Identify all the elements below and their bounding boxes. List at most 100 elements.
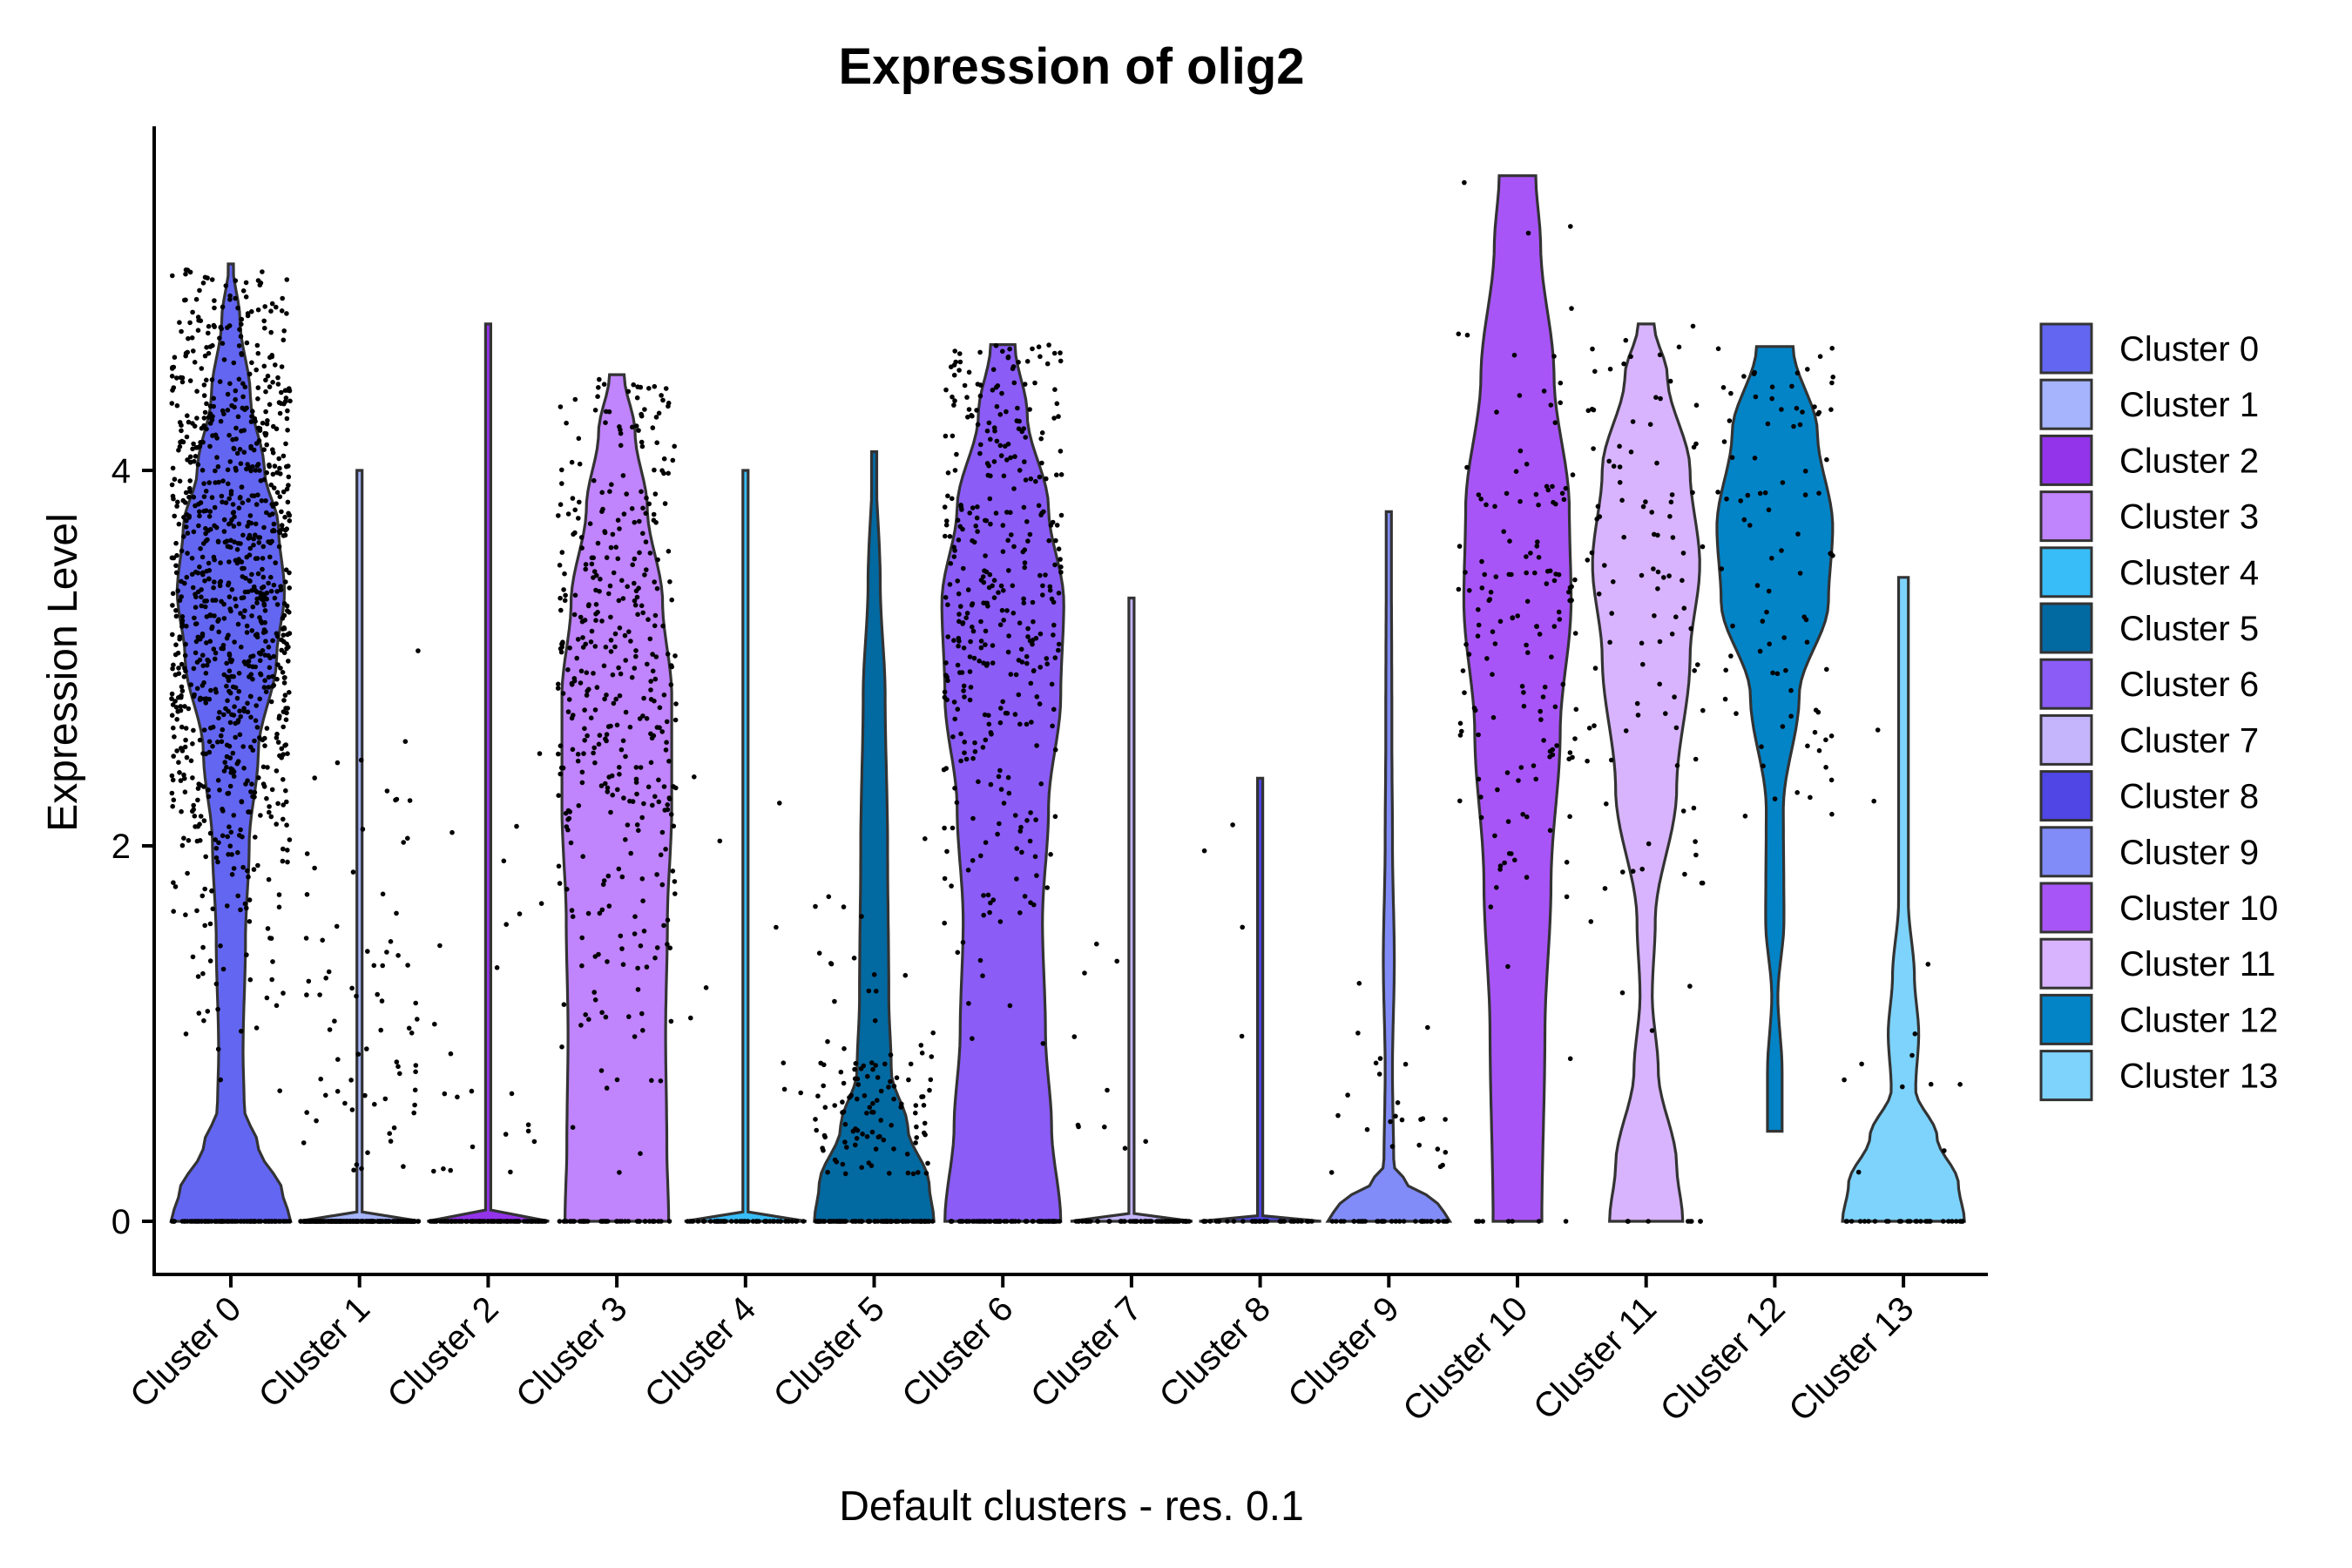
data-point: [583, 562, 589, 567]
data-point: [995, 383, 1001, 389]
data-point: [1050, 723, 1055, 729]
data-point: [1567, 598, 1572, 604]
data-point: [556, 751, 561, 757]
data-point: [206, 568, 213, 573]
data-point: [579, 780, 585, 786]
data-point: [974, 515, 980, 521]
data-point: [538, 901, 544, 906]
violin-cluster-3: [560, 373, 673, 1223]
data-point: [171, 385, 177, 390]
data-point: [875, 1075, 881, 1080]
data-point: [1041, 1219, 1046, 1224]
data-point: [582, 707, 587, 713]
data-point: [585, 688, 590, 694]
data-point: [1558, 380, 1564, 386]
data-point: [1918, 1219, 1923, 1224]
data-point: [578, 614, 584, 620]
data-point: [230, 436, 235, 443]
data-point: [179, 693, 184, 699]
data-point: [1720, 385, 1727, 390]
data-point: [570, 1125, 576, 1130]
data-point: [559, 1044, 564, 1050]
data-point: [1698, 1219, 1703, 1224]
data-point: [223, 500, 229, 505]
x-axis-ticks: Cluster 0 Cluster 1 Cluster 2 Cluster 3 Clus…: [123, 1274, 1921, 1429]
data-point: [1757, 490, 1763, 497]
data-point: [652, 467, 657, 473]
data-point: [260, 781, 267, 787]
data-point: [962, 750, 967, 755]
data-point: [280, 295, 286, 301]
data-point: [1690, 490, 1695, 496]
data-point: [956, 643, 961, 649]
data-point: [1071, 1034, 1078, 1039]
data-point: [832, 1219, 837, 1224]
data-point: [189, 556, 195, 561]
data-point: [234, 547, 240, 552]
data-point: [1479, 585, 1485, 591]
data-point: [618, 430, 624, 436]
data-point: [1114, 958, 1119, 964]
data-point: [1364, 1126, 1370, 1132]
data-point: [263, 389, 268, 395]
data-point: [1045, 1219, 1051, 1224]
data-point: [268, 814, 274, 820]
data-point: [206, 350, 212, 356]
data-point: [1757, 648, 1763, 654]
data-point: [608, 649, 614, 654]
data-point: [270, 638, 275, 644]
data-point: [215, 778, 221, 783]
data-point: [260, 269, 265, 274]
violin-cluster-5: [813, 449, 936, 1223]
data-point: [193, 454, 199, 459]
data-point: [191, 802, 196, 808]
data-point: [1024, 818, 1030, 823]
data-point: [827, 1219, 832, 1224]
data-point: [970, 858, 976, 863]
data-point: [262, 325, 267, 331]
data-point: [304, 851, 310, 856]
data-point: [1604, 801, 1609, 807]
data-point: [253, 718, 259, 723]
data-point: [1896, 1219, 1903, 1224]
data-point: [1001, 801, 1007, 806]
data-point: [229, 852, 234, 857]
data-point: [251, 536, 257, 542]
data-point: [990, 897, 997, 902]
data-point: [620, 473, 626, 478]
data-point: [619, 578, 625, 584]
data-point: [196, 1010, 202, 1016]
data-point: [1291, 1219, 1297, 1224]
data-point: [1548, 402, 1554, 408]
data-point: [1018, 824, 1024, 830]
data-point: [1016, 360, 1021, 365]
data-point: [197, 509, 202, 515]
data-point: [1040, 1041, 1046, 1046]
data-point: [208, 687, 213, 693]
data-point: [1607, 366, 1613, 372]
data-point: [220, 478, 226, 483]
data-point: [1791, 423, 1796, 429]
data-point: [592, 408, 598, 413]
data-point: [1764, 609, 1769, 615]
data-point: [577, 461, 583, 467]
data-point: [265, 418, 270, 423]
data-point: [366, 1219, 372, 1224]
data-point: [1625, 1219, 1631, 1224]
data-point: [1688, 625, 1693, 632]
data-point: [354, 993, 359, 999]
data-point: [1497, 618, 1504, 625]
data-point: [859, 1165, 864, 1170]
data-point: [987, 909, 992, 916]
data-point: [287, 585, 293, 591]
data-point: [179, 548, 185, 554]
data-point: [279, 509, 284, 515]
data-point: [1528, 551, 1533, 556]
data-point: [177, 770, 182, 775]
data-point: [1524, 814, 1530, 820]
data-point: [201, 818, 207, 823]
data-point: [1653, 395, 1659, 401]
data-point: [213, 650, 219, 656]
data-point: [280, 724, 287, 730]
data-point: [452, 1219, 458, 1224]
